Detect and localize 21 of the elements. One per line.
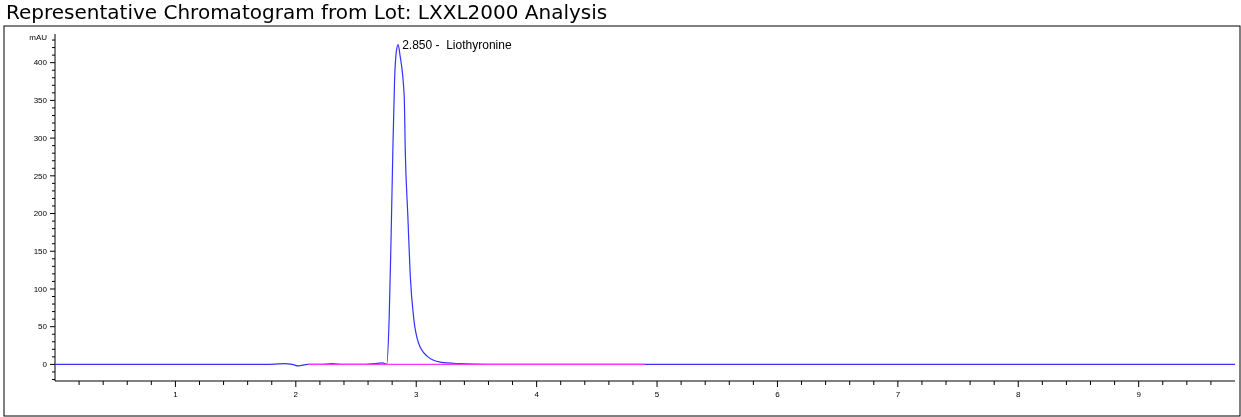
- y-tick-label: 100: [33, 284, 48, 294]
- y-tick-label: 200: [33, 209, 48, 219]
- x-tick-label: 5: [654, 390, 660, 399]
- x-tick-label: 7: [895, 390, 901, 399]
- x-tick-label: 2: [293, 390, 299, 399]
- x-tick-label: 9: [1136, 390, 1142, 399]
- chart-title: Representative Chromatogram from Lot: LXXL2000 Analysis: [6, 0, 608, 24]
- y-axis-title: mAU: [29, 33, 48, 42]
- annotation: 2.850 - Liothyronine: [402, 37, 512, 52]
- y-tick-label: 150: [33, 247, 48, 257]
- y-tick-label: 350: [33, 96, 48, 106]
- x-tick-label: 1: [173, 390, 179, 399]
- x-tick-label: 3: [414, 390, 419, 399]
- x-tick-label: 4: [534, 390, 540, 399]
- y-tick-label: 400: [33, 58, 48, 68]
- x-tick-label: 6: [775, 390, 781, 399]
- y-tick-label: 300: [33, 133, 48, 143]
- y-tick-label: 0: [42, 360, 48, 370]
- x-tick-label: 8: [1016, 390, 1022, 399]
- y-tick-label: 250: [33, 171, 48, 181]
- y-tick-label: 50: [38, 322, 48, 332]
